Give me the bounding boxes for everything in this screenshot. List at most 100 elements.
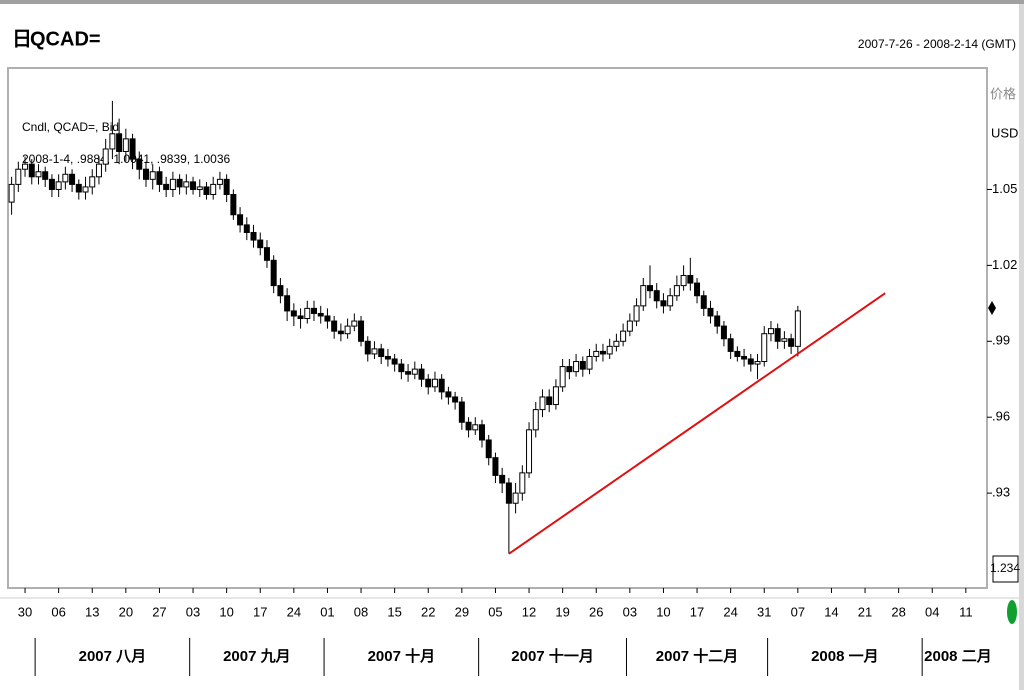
x-tick-label: 26: [589, 604, 603, 619]
candle-body: [559, 366, 566, 388]
candle-body: [210, 183, 217, 196]
candle-body: [593, 350, 600, 357]
y-tick-label: .93: [992, 485, 1010, 500]
candle-body: [781, 338, 788, 342]
candle-body: [344, 325, 351, 335]
candle-body: [270, 259, 277, 287]
candle-body: [687, 274, 694, 284]
candle-body: [331, 320, 338, 332]
x-tick-label: 30: [18, 604, 32, 619]
x-tick-label: 13: [85, 604, 99, 619]
candle-body: [89, 176, 96, 188]
candle-body: [512, 492, 519, 504]
candle-body: [626, 320, 633, 332]
candle-body: [163, 183, 170, 190]
candle-body: [311, 307, 317, 314]
month-label: 2008 二月: [924, 648, 992, 665]
candle-body: [143, 168, 149, 180]
month-label: 2007 十月: [368, 647, 436, 665]
candle-body: [647, 285, 653, 292]
chart-title: QCAD=: [30, 28, 101, 50]
candle-body: [573, 361, 580, 373]
candle-body: [405, 371, 412, 375]
candle-body: [458, 401, 465, 423]
candle-body: [149, 171, 156, 180]
candle-body: [761, 333, 768, 363]
candle-body: [129, 138, 136, 160]
candle-body: [680, 274, 687, 287]
candle-body: [425, 378, 432, 388]
candle-body: [176, 178, 183, 188]
candle-body: [606, 345, 613, 355]
candle-body: [8, 183, 15, 203]
candle-body: [438, 378, 445, 393]
candle-body: [324, 315, 331, 322]
candle-body: [640, 285, 647, 307]
legend-line: Cndl, QCAD=, Bid: [22, 120, 119, 134]
candle-body: [277, 285, 284, 297]
candle-body: [485, 439, 492, 459]
candle-body: [317, 312, 324, 317]
candle-body: [263, 247, 270, 261]
candle-body: [22, 163, 29, 170]
x-tick-label: 19: [555, 604, 569, 619]
candle-body: [48, 178, 55, 190]
candle-body: [136, 158, 143, 170]
x-tick-label: 15: [387, 604, 401, 619]
x-tick-label: 11: [959, 604, 973, 619]
candle-body: [371, 348, 378, 355]
month-label: 2008 一月: [811, 648, 879, 665]
candle-body: [660, 300, 667, 307]
candle-body: [794, 310, 801, 347]
candle-body: [290, 310, 297, 317]
candle-body: [196, 186, 203, 190]
candle-body: [720, 325, 727, 340]
x-tick-label: 21: [858, 604, 872, 619]
month-label: 2007 八月: [79, 648, 147, 665]
x-tick-label: 24: [723, 604, 737, 619]
candle-body: [492, 457, 499, 476]
x-tick-label: 03: [186, 604, 200, 619]
price-marker: [988, 301, 996, 315]
price-box: [992, 555, 1019, 583]
y-axis-title: 价格: [990, 86, 1016, 101]
y-tick-label: .96: [992, 409, 1010, 424]
candle-body: [694, 282, 701, 297]
x-tick-label: 17: [253, 604, 267, 619]
x-tick-label: 31: [757, 604, 771, 619]
candle-body: [223, 178, 230, 196]
candle-body: [203, 186, 210, 196]
candle-body: [230, 194, 237, 216]
candle-body: [190, 181, 197, 190]
candle-body: [82, 186, 89, 193]
candle-body: [788, 338, 795, 347]
candle-body: [28, 163, 35, 178]
candle-body: [505, 482, 512, 504]
candle-body: [15, 168, 22, 185]
candle-body: [358, 320, 365, 342]
candle-body: [566, 366, 573, 373]
candle-body: [445, 391, 452, 398]
candle-body: [116, 133, 123, 153]
candle-body: [69, 173, 76, 185]
candle-body: [250, 231, 257, 241]
plot-frame: [7, 67, 988, 589]
x-tick-label: 10: [656, 604, 670, 619]
candle-body: [526, 429, 533, 474]
x-tick-label: 24: [287, 604, 301, 619]
candle-body: [479, 424, 485, 441]
x-tick-label: 17: [690, 604, 704, 619]
x-tick-label: 08: [354, 604, 368, 619]
candle-body: [633, 305, 640, 322]
candle-body: [297, 315, 304, 320]
y-tick-label: 1.02: [992, 257, 1017, 272]
candle-body: [499, 474, 506, 484]
candle-body: [620, 330, 627, 342]
x-tick-label: 12: [522, 604, 536, 619]
x-tick-label: 28: [891, 604, 905, 619]
candle-body: [102, 148, 109, 165]
candle-body: [55, 181, 62, 190]
candle-body: [384, 355, 391, 360]
candle-body: [667, 295, 674, 307]
